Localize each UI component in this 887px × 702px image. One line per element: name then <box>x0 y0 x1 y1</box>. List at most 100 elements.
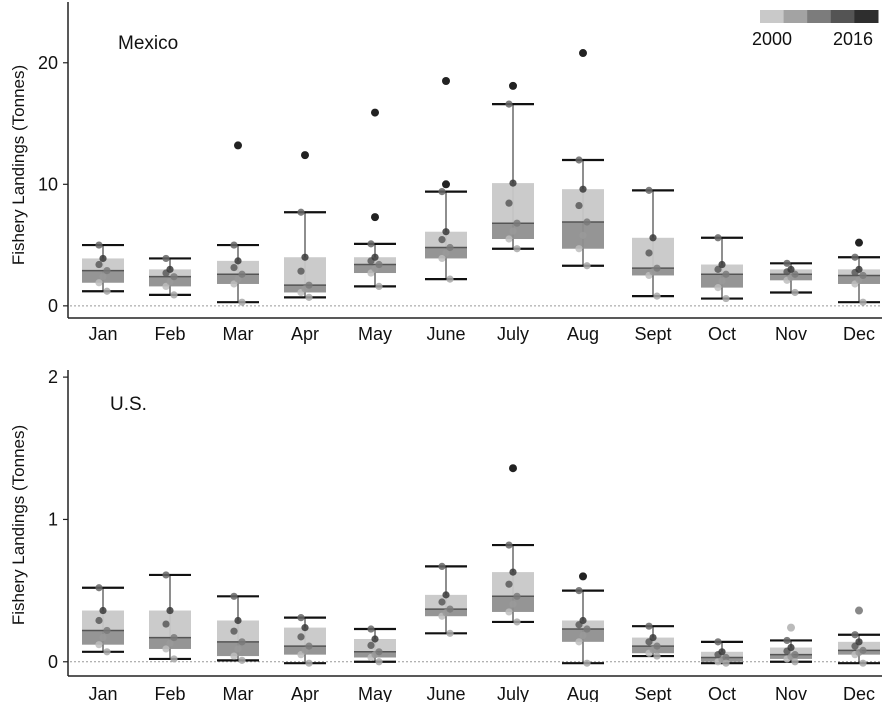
outlier-point <box>579 49 587 58</box>
observation-dot <box>99 254 107 263</box>
observation-dot <box>583 659 591 667</box>
observation-dot <box>851 631 859 639</box>
observation-dot <box>103 648 111 656</box>
observation-dot <box>95 616 103 625</box>
observation-dot <box>575 201 583 210</box>
box-may <box>354 240 396 290</box>
observation-dot <box>162 571 170 579</box>
x-tick-label: Nov <box>775 684 807 702</box>
x-tick-label: Sept <box>634 324 671 344</box>
outlier-point <box>855 238 863 247</box>
x-tick-label: July <box>497 324 529 344</box>
y-tick-label: 10 <box>38 174 58 194</box>
box-apr <box>284 614 326 667</box>
observation-dot <box>442 249 450 257</box>
observation-dot <box>446 605 454 613</box>
y-tick-label: 1 <box>48 509 58 529</box>
outlier-point <box>371 108 379 117</box>
observation-dot <box>645 622 653 630</box>
x-tick-label: Apr <box>291 684 319 702</box>
observation-dot <box>787 265 795 273</box>
observation-dot <box>505 235 513 243</box>
year-color-ramp <box>760 10 879 23</box>
outlier-point <box>787 623 795 632</box>
observation-dot <box>718 648 726 656</box>
box-aug <box>562 587 604 667</box>
observation-dot <box>375 658 383 666</box>
observation-dot <box>305 642 313 650</box>
observation-dot <box>583 218 591 226</box>
observation-dot <box>509 600 517 608</box>
observation-dot <box>645 186 653 194</box>
box-dec <box>838 631 880 667</box>
observation-dot <box>509 227 517 235</box>
observation-dot <box>305 659 313 667</box>
box-june <box>425 562 467 637</box>
x-tick-label: Oct <box>708 324 736 344</box>
observation-dot <box>170 655 178 663</box>
legend-swatch <box>807 10 832 23</box>
observation-dot <box>791 270 799 278</box>
observation-dot <box>859 271 867 280</box>
observation-dot <box>714 284 722 292</box>
observation-dot <box>238 270 246 278</box>
outlier-point <box>509 464 517 473</box>
observation-dot <box>583 625 591 633</box>
box-upper <box>425 231 467 248</box>
observation-dot <box>783 259 791 267</box>
outlier-point <box>509 81 517 90</box>
x-tick-label: June <box>426 324 465 344</box>
legend-start-label: 2000 <box>752 29 792 49</box>
observation-dot <box>653 264 661 272</box>
observation-dot <box>505 100 513 108</box>
observation-dot <box>513 245 521 253</box>
outlier-point <box>579 572 587 581</box>
x-tick-label: May <box>358 324 392 344</box>
observation-dot <box>230 280 238 288</box>
x-tick-label: Apr <box>291 324 319 344</box>
observation-dot <box>505 541 513 549</box>
box-upper <box>701 264 743 275</box>
box-upper <box>149 269 191 277</box>
observation-dot <box>575 587 583 595</box>
observation-dot <box>438 562 446 571</box>
box-mar <box>217 241 259 306</box>
observation-dot <box>438 254 446 263</box>
y-tick-label: 20 <box>38 53 58 73</box>
box-feb <box>149 571 191 663</box>
observation-dot <box>859 646 867 654</box>
box-july <box>492 541 534 626</box>
outlier-point <box>442 77 450 85</box>
observation-dot <box>505 608 513 616</box>
observation-dot <box>791 658 799 666</box>
observation-dot <box>579 616 587 625</box>
box-upper <box>284 257 326 286</box>
observation-dot <box>851 253 859 261</box>
legend-end-label: 2016 <box>833 29 873 49</box>
box-upper <box>217 260 259 275</box>
observation-dot <box>238 638 246 646</box>
observation-dot <box>446 629 454 637</box>
outlier-point <box>301 151 309 160</box>
observation-dot <box>367 625 375 633</box>
observation-dot <box>297 614 305 622</box>
observation-dot <box>99 606 107 615</box>
box-oct <box>701 234 743 303</box>
box-sept <box>632 186 674 300</box>
observation-dot <box>170 291 178 299</box>
x-tick-label: May <box>358 684 392 702</box>
x-tick-label: Feb <box>154 324 185 344</box>
observation-dot <box>375 282 383 290</box>
box-upper <box>82 258 124 271</box>
observation-dot <box>95 584 103 592</box>
observation-dot <box>718 260 726 269</box>
observation-dot <box>783 636 791 645</box>
observation-dot <box>371 635 379 643</box>
box-upper <box>492 183 534 224</box>
observation-dot <box>238 656 246 664</box>
observation-dot <box>162 254 170 263</box>
box-oct <box>701 638 743 667</box>
observation-dot <box>162 645 170 653</box>
box-upper <box>425 594 467 610</box>
observation-dot <box>714 638 722 646</box>
